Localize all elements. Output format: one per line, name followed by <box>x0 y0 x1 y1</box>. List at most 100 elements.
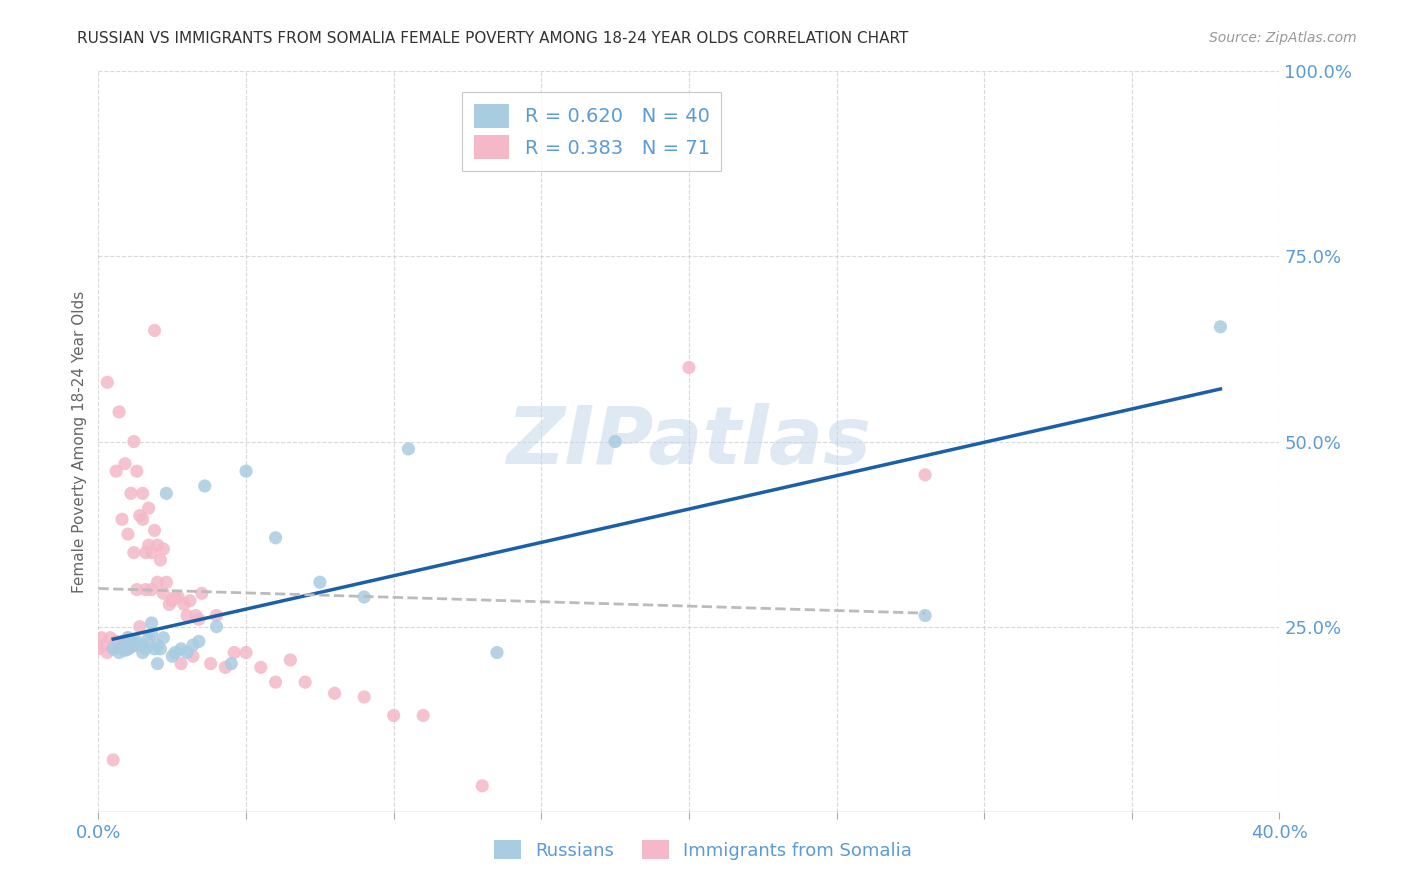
Point <box>138 501 160 516</box>
Point <box>125 582 148 597</box>
Point <box>132 512 155 526</box>
Point <box>221 657 243 671</box>
Point <box>117 527 139 541</box>
Point <box>165 646 187 660</box>
Point <box>152 586 174 600</box>
Point <box>114 638 136 652</box>
Point <box>214 660 236 674</box>
Point <box>181 638 204 652</box>
Point <box>143 641 166 656</box>
Point <box>184 608 207 623</box>
Point <box>117 631 139 645</box>
Point <box>149 641 172 656</box>
Point <box>235 646 257 660</box>
Point <box>250 660 273 674</box>
Point <box>149 553 172 567</box>
Text: RUSSIAN VS IMMIGRANTS FROM SOMALIA FEMALE POVERTY AMONG 18-24 YEAR OLDS CORRELAT: RUSSIAN VS IMMIGRANTS FROM SOMALIA FEMAL… <box>77 31 908 46</box>
Point <box>105 464 128 478</box>
Point <box>170 657 193 671</box>
Point <box>412 708 434 723</box>
Point <box>117 641 139 656</box>
Point <box>471 779 494 793</box>
Point <box>187 634 209 648</box>
Point <box>117 641 139 656</box>
Point <box>146 538 169 552</box>
Point <box>120 486 142 500</box>
Point <box>135 582 157 597</box>
Point <box>90 631 112 645</box>
Point <box>382 708 405 723</box>
Point <box>167 590 190 604</box>
Point <box>143 524 166 538</box>
Point <box>914 467 936 482</box>
Point <box>108 646 131 660</box>
Point <box>264 531 287 545</box>
Point <box>146 657 169 671</box>
Point <box>224 646 246 660</box>
Point <box>162 593 183 607</box>
Point <box>135 641 157 656</box>
Point <box>120 634 142 648</box>
Point <box>103 753 125 767</box>
Legend: R = 0.620   N = 40, R = 0.383   N = 71: R = 0.620 N = 40, R = 0.383 N = 71 <box>463 92 721 170</box>
Point <box>125 638 148 652</box>
Point <box>398 442 420 456</box>
Point <box>135 546 157 560</box>
Point <box>187 612 209 626</box>
Point <box>103 641 125 656</box>
Point <box>353 590 375 604</box>
Point <box>105 634 128 648</box>
Point <box>205 619 228 633</box>
Point <box>132 486 155 500</box>
Point <box>87 641 110 656</box>
Point <box>146 575 169 590</box>
Point <box>205 608 228 623</box>
Point <box>108 638 131 652</box>
Point <box>141 615 163 630</box>
Point <box>605 434 627 449</box>
Point <box>678 360 700 375</box>
Point <box>111 512 134 526</box>
Point <box>152 541 174 556</box>
Point <box>143 324 166 338</box>
Point <box>117 631 139 645</box>
Point <box>264 675 287 690</box>
Point <box>1209 319 1232 334</box>
Point <box>323 686 346 700</box>
Point <box>122 636 145 650</box>
Point <box>132 638 155 652</box>
Point <box>176 608 198 623</box>
Point <box>125 464 148 478</box>
Point <box>194 479 217 493</box>
Point <box>120 640 142 655</box>
Point <box>111 638 134 652</box>
Point <box>96 376 118 390</box>
Point <box>132 646 155 660</box>
Point <box>138 538 160 552</box>
Point <box>294 675 316 690</box>
Point <box>200 657 222 671</box>
Text: Source: ZipAtlas.com: Source: ZipAtlas.com <box>1209 31 1357 45</box>
Point <box>128 508 150 523</box>
Point <box>914 608 936 623</box>
Point <box>280 653 302 667</box>
Point <box>155 486 177 500</box>
Point <box>191 586 214 600</box>
Text: ZIPatlas: ZIPatlas <box>506 402 872 481</box>
Point <box>170 641 193 656</box>
Point <box>179 593 201 607</box>
Point <box>98 631 121 645</box>
Point <box>181 649 204 664</box>
Legend: Russians, Immigrants from Somalia: Russians, Immigrants from Somalia <box>486 833 920 867</box>
Point <box>176 646 198 660</box>
Point <box>165 590 187 604</box>
Point <box>162 649 183 664</box>
Point <box>122 546 145 560</box>
Point <box>152 631 174 645</box>
Point <box>108 405 131 419</box>
Point <box>125 634 148 648</box>
Point <box>103 641 125 656</box>
Point <box>235 464 257 478</box>
Point <box>486 646 509 660</box>
Y-axis label: Female Poverty Among 18-24 Year Olds: Female Poverty Among 18-24 Year Olds <box>72 291 87 592</box>
